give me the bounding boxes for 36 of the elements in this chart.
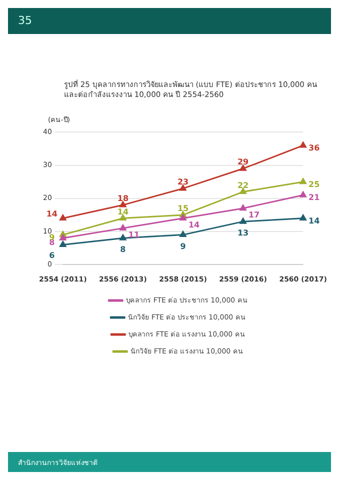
data-label: 14 (308, 216, 320, 226)
point (120, 224, 126, 231)
point (300, 214, 306, 221)
point (60, 214, 66, 221)
data-label: 36 (308, 144, 320, 153)
data-label: 15 (177, 204, 189, 214)
data-label: 6 (49, 251, 56, 260)
point (240, 188, 246, 194)
point (180, 231, 186, 238)
text: 35 (8, 8, 331, 34)
data-label: 25 (308, 180, 320, 190)
data-label: 21 (308, 193, 320, 202)
data-label: 17 (248, 210, 260, 220)
point (180, 214, 186, 221)
point (120, 234, 126, 241)
data-label: 14 (46, 210, 58, 219)
point (120, 214, 126, 221)
data-label: 14 (117, 208, 129, 217)
point (180, 184, 186, 191)
point (300, 142, 306, 148)
point (240, 165, 246, 172)
data-label: 23 (177, 178, 189, 187)
point (300, 178, 306, 184)
point (240, 218, 246, 224)
data-label: 8 (120, 245, 126, 254)
point (300, 192, 306, 198)
point (60, 241, 66, 248)
data-label: 13 (237, 228, 249, 238)
point (60, 234, 66, 241)
point (240, 204, 246, 211)
point (120, 202, 126, 208)
data-label: 18 (117, 194, 129, 204)
data-label: 29 (237, 158, 250, 167)
data-label: 9 (180, 242, 186, 252)
data-label: 22 (237, 181, 249, 190)
data-label: 14 (188, 220, 200, 230)
